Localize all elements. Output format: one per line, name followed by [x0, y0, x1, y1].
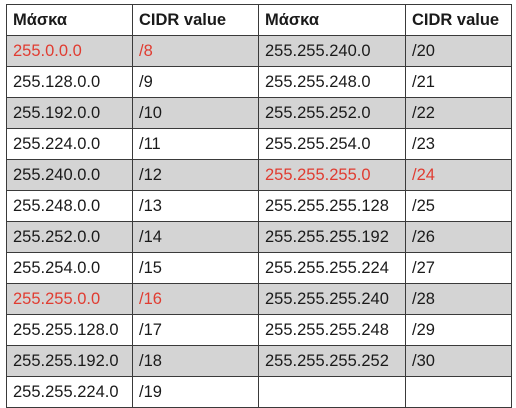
- cidr-cell-right: /27: [405, 252, 512, 284]
- mask-cell-right: 255.255.255.224: [258, 252, 406, 284]
- mask-cell-right: 255.255.255.248: [258, 314, 406, 346]
- cidr-cell-right: [405, 376, 512, 408]
- mask-cell-right: 255.255.254.0: [258, 128, 406, 160]
- cidr-cell-left: /12: [132, 159, 259, 191]
- cidr-cell-right: /23: [405, 128, 512, 160]
- cidr-cell-right: /25: [405, 190, 512, 222]
- mask-cell-right: 255.255.248.0: [258, 66, 406, 98]
- mask-cell-right: 255.255.252.0: [258, 97, 406, 129]
- cidr-cell-left: /8: [132, 35, 259, 67]
- cidr-cell-left: /11: [132, 128, 259, 160]
- table-row: 255.240.0.0 /12 255.255.255.0 /24: [6, 159, 512, 191]
- cidr-cell-right: /29: [405, 314, 512, 346]
- mask-cell-right: 255.255.255.240: [258, 283, 406, 315]
- header-cidr-left: CIDR value: [132, 4, 259, 36]
- cidr-cell-left: /15: [132, 252, 259, 284]
- mask-cell-left: 255.255.224.0: [6, 376, 133, 408]
- mask-cell-right: 255.255.255.128: [258, 190, 406, 222]
- mask-cell-left: 255.255.0.0: [6, 283, 133, 315]
- table-row: 255.192.0.0 /10 255.255.252.0 /22: [6, 97, 512, 129]
- cidr-cell-left: /10: [132, 97, 259, 129]
- table-row: 255.255.128.0 /17 255.255.255.248 /29: [6, 314, 512, 346]
- cidr-cell-right: /20: [405, 35, 512, 67]
- table-row: 255.248.0.0 /13 255.255.255.128 /25: [6, 190, 512, 222]
- mask-cell-left: 255.192.0.0: [6, 97, 133, 129]
- cidr-mask-table: Μάσκα CIDR value Μάσκα CIDR value 255.0.…: [6, 4, 512, 408]
- mask-cell-left: 255.248.0.0: [6, 190, 133, 222]
- mask-cell-left: 255.240.0.0: [6, 159, 133, 191]
- mask-cell-left: 255.254.0.0: [6, 252, 133, 284]
- table-row: 255.224.0.0 /11 255.255.254.0 /23: [6, 128, 512, 160]
- mask-cell-left: 255.252.0.0: [6, 221, 133, 253]
- table-row: 255.0.0.0 /8 255.255.240.0 /20: [6, 35, 512, 67]
- cidr-cell-right: /24: [405, 159, 512, 191]
- mask-cell-left: 255.255.192.0: [6, 345, 133, 377]
- cidr-cell-left: /17: [132, 314, 259, 346]
- mask-cell-left: 255.255.128.0: [6, 314, 133, 346]
- mask-cell-right: 255.255.255.252: [258, 345, 406, 377]
- table-row: 255.254.0.0 /15 255.255.255.224 /27: [6, 252, 512, 284]
- mask-cell-left: 255.0.0.0: [6, 35, 133, 67]
- table-header-row: Μάσκα CIDR value Μάσκα CIDR value: [6, 4, 512, 36]
- table-body: 255.0.0.0 /8 255.255.240.0 /20 255.128.0…: [6, 35, 512, 408]
- cidr-cell-left: /14: [132, 221, 259, 253]
- header-mask-left: Μάσκα: [6, 4, 133, 36]
- table-row: 255.128.0.0 /9 255.255.248.0 /21: [6, 66, 512, 98]
- cidr-cell-left: /18: [132, 345, 259, 377]
- mask-cell-right: 255.255.240.0: [258, 35, 406, 67]
- cidr-cell-left: /9: [132, 66, 259, 98]
- cidr-cell-left: /16: [132, 283, 259, 315]
- mask-cell-right: 255.255.255.0: [258, 159, 406, 191]
- header-cidr-right: CIDR value: [405, 4, 512, 36]
- mask-cell-left: 255.224.0.0: [6, 128, 133, 160]
- table-row: 255.255.0.0 /16 255.255.255.240 /28: [6, 283, 512, 315]
- table-row: 255.255.224.0 /19: [6, 376, 512, 408]
- cidr-cell-right: /22: [405, 97, 512, 129]
- cidr-cell-right: /28: [405, 283, 512, 315]
- cidr-cell-right: /21: [405, 66, 512, 98]
- header-mask-right: Μάσκα: [258, 4, 406, 36]
- mask-cell-right: [258, 376, 406, 408]
- table-row: 255.252.0.0 /14 255.255.255.192 /26: [6, 221, 512, 253]
- cidr-cell-right: /26: [405, 221, 512, 253]
- cidr-cell-right: /30: [405, 345, 512, 377]
- cidr-cell-left: /13: [132, 190, 259, 222]
- mask-cell-left: 255.128.0.0: [6, 66, 133, 98]
- cidr-cell-left: /19: [132, 376, 259, 408]
- mask-cell-right: 255.255.255.192: [258, 221, 406, 253]
- table-row: 255.255.192.0 /18 255.255.255.252 /30: [6, 345, 512, 377]
